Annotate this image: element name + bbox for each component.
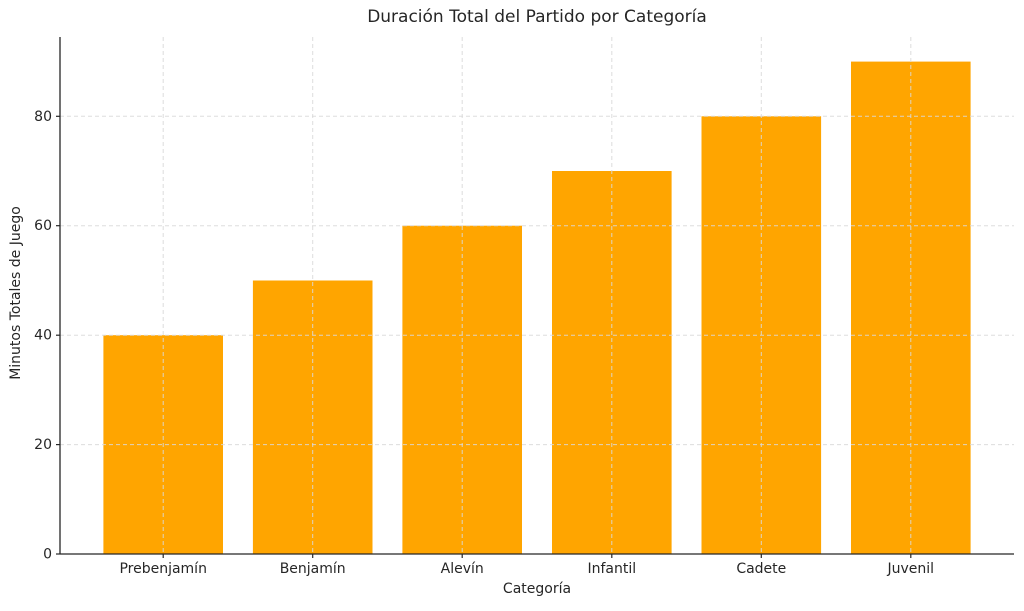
y-tick-label: 80 <box>34 109 52 125</box>
y-tick-label: 60 <box>34 218 52 234</box>
y-tick-label: 40 <box>34 328 52 344</box>
x-tick-label: Alevín <box>441 561 484 577</box>
x-tick-label: Benjamín <box>280 561 346 577</box>
x-tick-label: Cadete <box>736 561 786 577</box>
y-axis-label: Minutos Totales de Juego <box>8 206 24 380</box>
x-tick-label: Infantil <box>587 561 636 577</box>
x-axis-label: Categoría <box>502 581 572 597</box>
x-tick-label: Juvenil <box>887 561 935 577</box>
y-tick-label: 0 <box>43 547 52 563</box>
chart-title: Duración Total del Partido por Categoría <box>367 7 707 27</box>
x-tick-label: Prebenjamín <box>119 561 207 577</box>
y-tick-label: 20 <box>34 437 52 453</box>
